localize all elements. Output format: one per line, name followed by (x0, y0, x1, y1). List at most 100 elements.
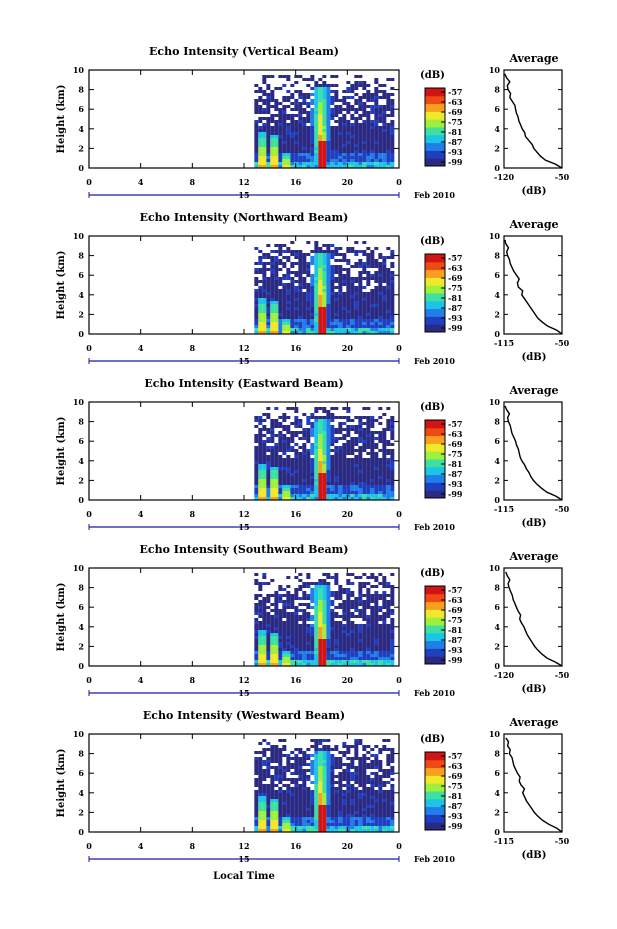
heatmap-cell (342, 618, 347, 621)
heatmap-cell (366, 636, 371, 639)
heatmap-cell (254, 271, 259, 274)
heatmap-cell (254, 751, 259, 754)
heatmap-cell (306, 757, 311, 760)
heatmap-cell (318, 482, 323, 485)
heatmap-cell (270, 482, 275, 485)
heatmap-cell (370, 105, 375, 108)
heatmap-cell (358, 295, 363, 298)
heatmap-cell (326, 316, 331, 319)
heatmap-cell (278, 826, 283, 829)
heatmap-cell (286, 129, 291, 132)
heatmap-cell (274, 612, 279, 615)
heatmap-cell (350, 814, 355, 817)
colorbar-swatch (425, 103, 445, 112)
colorbar-tick-label: -57 (448, 751, 462, 761)
heatmap-cell (262, 331, 267, 334)
heatmap-cell (338, 603, 343, 606)
heatmap-cell (322, 654, 327, 657)
heatmap-cell (270, 817, 275, 820)
heatmap-cell (354, 84, 359, 87)
heatmap-cell (298, 108, 303, 111)
heatmap-cell (390, 310, 395, 313)
heatmap-cell (254, 829, 259, 832)
heatmap-cell (298, 588, 303, 591)
heatmap-cell (358, 313, 363, 316)
heatmap-cell (338, 594, 343, 597)
heatmap-cell (326, 283, 331, 286)
heatmap-cell (390, 419, 395, 422)
heatmap-cell (254, 434, 259, 437)
heatmap-cell (270, 645, 275, 648)
heatmap-cell (262, 648, 267, 651)
heatmap-cell (378, 262, 383, 265)
heatmap-cell (314, 99, 319, 102)
heatmap-cell (286, 325, 291, 328)
heatmap-cell (318, 814, 323, 817)
heatmap-cell (326, 588, 331, 591)
heatmap-cell (258, 624, 263, 627)
heatmap-cell (306, 331, 311, 334)
heatmap-cell (362, 322, 367, 325)
heatmap-cell (322, 325, 327, 328)
heatmap-cell (322, 754, 327, 757)
heatmap-cell (346, 654, 351, 657)
heatmap-cell (258, 135, 263, 138)
heatmap-cell (302, 654, 307, 657)
heatmap-cell (274, 105, 279, 108)
heatmap-cell (334, 591, 339, 594)
heatmap-cell (254, 470, 259, 473)
heatmap-cell (290, 156, 295, 159)
heatmap-cell (262, 262, 267, 265)
heatmap-cell (298, 129, 303, 132)
heatmap-cell (262, 301, 267, 304)
heatmap-cell (306, 582, 311, 585)
heatmap-cell (290, 811, 295, 814)
heatmap-cell (262, 325, 267, 328)
heatmap-cell (374, 99, 379, 102)
heatmap-cell (374, 274, 379, 277)
heatmap-cell (334, 657, 339, 660)
heatmap-cell (346, 81, 351, 84)
heatmap-cell (378, 808, 383, 811)
heatmap-cell (314, 271, 319, 274)
heatmap-cell (258, 147, 263, 150)
heatmap-cell (330, 298, 335, 301)
heatmap-cell (390, 642, 395, 645)
heatmap-cell (274, 820, 279, 823)
heatmap-cell (286, 446, 291, 449)
heatmap-cell (254, 153, 259, 156)
heatmap-cell (290, 307, 295, 310)
heatmap-cell (266, 660, 271, 663)
heatmap-cell (358, 784, 363, 787)
heatmap-cell (342, 452, 347, 455)
heatmap-cell (366, 105, 371, 108)
heatmap-cell (338, 796, 343, 799)
average-line (505, 571, 563, 667)
heatmap-cell (330, 449, 335, 452)
heatmap-cell (282, 265, 287, 268)
heatmap-cell (346, 606, 351, 609)
heatmap-cell (390, 636, 395, 639)
heatmap-cell (362, 295, 367, 298)
heatmap-cell (266, 280, 271, 283)
heatmap-cell (254, 778, 259, 781)
heatmap-cell (282, 645, 287, 648)
heatmap-cell (294, 808, 299, 811)
heatmap-cell (266, 805, 271, 808)
heatmap-cell (298, 156, 303, 159)
heatmap-cell (294, 165, 299, 168)
heatmap-cell (354, 654, 359, 657)
colorbar-swatch (425, 119, 445, 128)
heatmap-cell (390, 618, 395, 621)
y-axis-label: Height (km) (56, 85, 67, 154)
heatmap-cell (330, 784, 335, 787)
heatmap-cell (294, 823, 299, 826)
heatmap-cell (374, 473, 379, 476)
heatmap-cell (322, 123, 327, 126)
heatmap-cell (262, 138, 267, 141)
heatmap-cell (266, 268, 271, 271)
heatmap-cell (374, 808, 379, 811)
heatmap-cell (362, 660, 367, 663)
colorbar: -57-63-69-75-81-87-93-99 (424, 585, 463, 665)
heatmap-cell (254, 811, 259, 814)
